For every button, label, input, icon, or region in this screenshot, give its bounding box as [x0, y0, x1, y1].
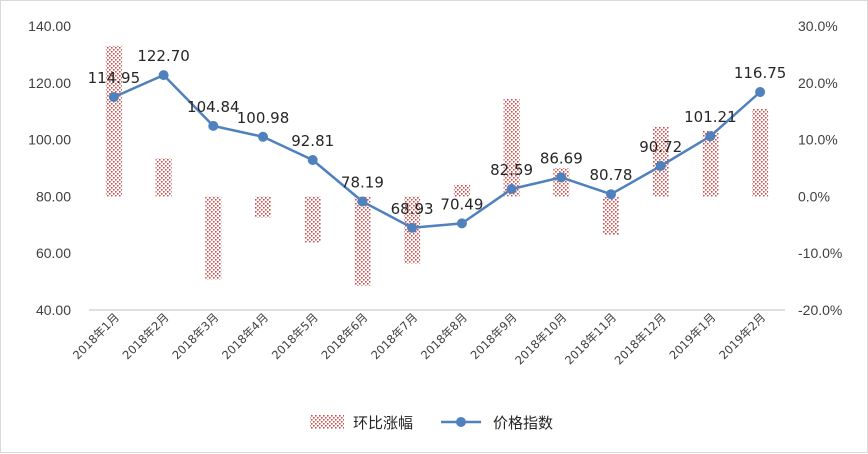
legend-swatch-bar: [310, 415, 344, 429]
price-index-line: [113, 73, 761, 230]
x-tick-label: 2018年10月: [512, 310, 569, 367]
bar-6: [354, 196, 371, 286]
x-tick-label: 2018年5月: [269, 310, 321, 362]
data-label-1: 114.95: [88, 69, 141, 87]
data-label-5: 92.81: [291, 132, 334, 150]
data-label-6: 78.19: [341, 174, 384, 192]
x-tick-label: 2018年4月: [219, 310, 271, 362]
line-marker-5: [307, 155, 318, 165]
data-label-13: 101.21: [684, 108, 737, 126]
bar-14: [752, 108, 769, 197]
y-left-tick-label: 140.00: [28, 18, 71, 34]
line-marker-6: [357, 196, 368, 207]
line-series: [108, 70, 766, 233]
line-marker-13: [705, 131, 716, 142]
y-right-tick-label: 10.0%: [798, 132, 838, 148]
line-marker-4: [258, 131, 268, 142]
line-marker-8: [456, 218, 467, 229]
data-label-12: 90.72: [639, 138, 682, 156]
y-left-tick-label: 80.00: [36, 188, 71, 204]
x-tick-label: 2018年1月: [70, 310, 122, 362]
data-label-8: 70.49: [440, 195, 483, 213]
x-tick-label: 2018年2月: [120, 310, 172, 362]
bar-1: [105, 45, 122, 197]
line-marker-7: [407, 222, 418, 233]
y-right-tick-label: 20.0%: [798, 75, 838, 91]
bar-9: [503, 98, 520, 197]
data-label-10: 86.69: [540, 149, 583, 167]
x-tick-label: 2018年7月: [368, 310, 420, 362]
x-tick-label: 2018年6月: [319, 310, 371, 362]
line-marker-10: [556, 172, 567, 183]
data-label-9: 82.59: [490, 161, 533, 179]
legend-label-bar: 环比涨幅: [353, 414, 413, 432]
legend-label-line: 价格指数: [493, 414, 553, 432]
axes: 2018年1月2018年2月2018年3月2018年4月2018年5月2018年…: [28, 18, 842, 367]
line-marker-3: [208, 120, 219, 131]
data-label-3: 104.84: [187, 98, 240, 116]
x-tick-label: 2018年11月: [562, 310, 619, 367]
x-tick-label: 2018年9月: [468, 310, 520, 362]
y-right-tick-label: 30.0%: [798, 18, 838, 34]
legend: 环比涨幅 价格指数: [310, 414, 553, 432]
bar-11: [603, 196, 619, 235]
data-label-7: 68.93: [391, 200, 434, 218]
bar-3: [205, 196, 222, 280]
data-label-4: 100.98: [237, 109, 290, 127]
x-tick-label: 2018年3月: [169, 310, 221, 362]
bar-series: [105, 45, 769, 286]
x-tick-label: 2018年8月: [418, 310, 470, 362]
x-tick-label: 2019年2月: [716, 310, 768, 362]
y-right-tick-label: -10.0%: [798, 245, 842, 261]
bar-2: [155, 158, 172, 197]
line-marker-2: [158, 70, 169, 81]
y-left-tick-label: 100.00: [28, 132, 71, 148]
line-marker-9: [506, 184, 517, 194]
line-marker-11: [606, 189, 616, 200]
data-label-11: 80.78: [590, 166, 633, 184]
y-left-tick-label: 40.00: [36, 302, 71, 318]
bar-5: [304, 196, 321, 243]
data-label-2: 122.70: [137, 47, 190, 65]
line-marker-12: [655, 161, 666, 171]
bar-13: [702, 130, 719, 197]
bar-8: [453, 184, 470, 197]
line-marker-1: [108, 92, 119, 103]
legend-swatch-marker: [456, 417, 466, 427]
bar-4: [255, 196, 271, 218]
y-left-tick-label: 120.00: [28, 75, 71, 91]
y-left-tick-label: 60.00: [36, 245, 71, 261]
data-label-14: 116.75: [734, 64, 787, 82]
line-marker-14: [755, 87, 766, 97]
x-tick-label: 2018年12月: [612, 310, 669, 367]
y-right-tick-label: -20.0%: [798, 302, 842, 318]
y-right-tick-label: 0.0%: [798, 188, 830, 204]
x-tick-label: 2019年1月: [667, 310, 719, 362]
